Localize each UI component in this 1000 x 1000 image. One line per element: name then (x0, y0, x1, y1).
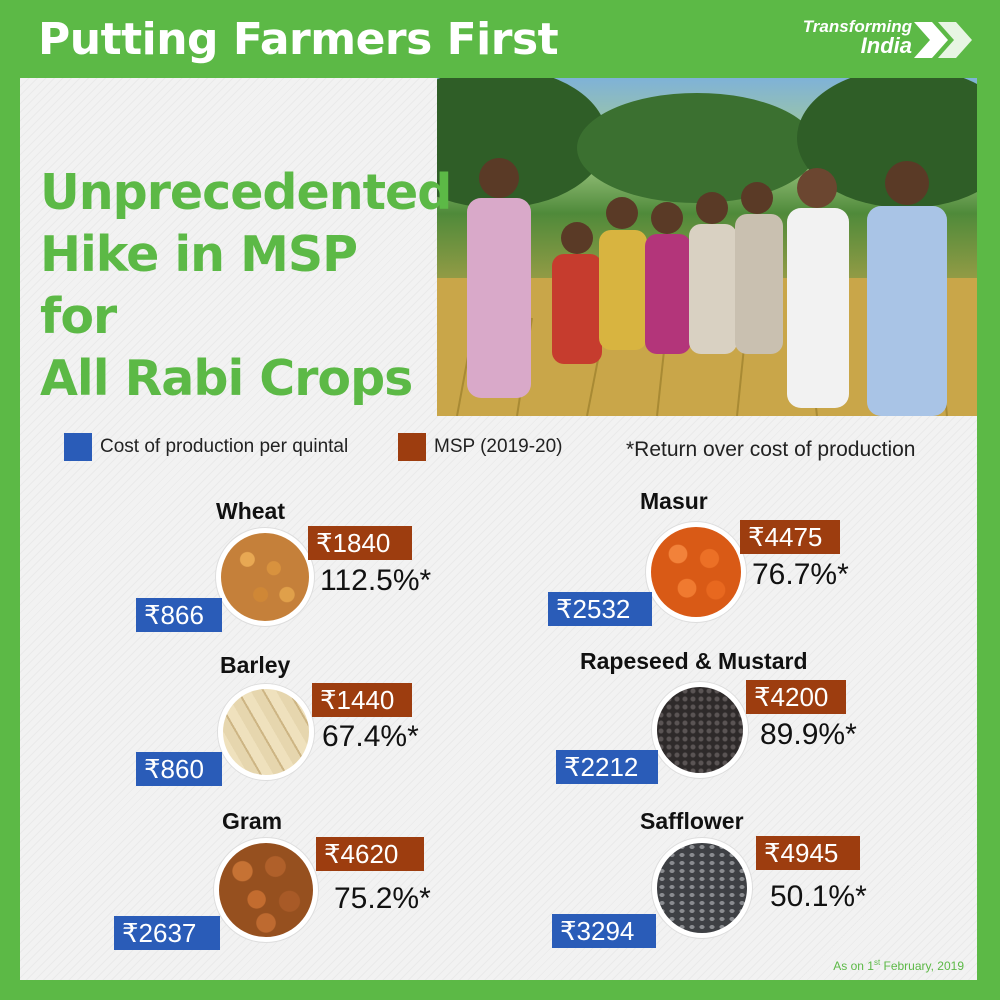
page-title: Putting Farmers First (38, 14, 559, 65)
crop-name-rapeseed-mustard: Rapeseed & Mustard (580, 648, 808, 674)
cost-gram: ₹2637 (114, 916, 220, 950)
mustard-grain-image (652, 682, 748, 778)
return-rapeseed-mustard: 89.9%* (760, 718, 857, 751)
legend-msp: MSP (2019-20) (398, 432, 563, 462)
farmers-photo (437, 78, 977, 416)
headline: Unprecedented Hike in MSP for All Rabi C… (40, 162, 452, 410)
crop-name-masur: Masur (640, 488, 708, 514)
cost-wheat: ₹866 (136, 598, 222, 632)
msp-gram: ₹4620 (316, 837, 424, 871)
date-footnote: As on 1st February, 2019 (833, 958, 964, 973)
msp-wheat: ₹1840 (308, 526, 412, 560)
return-masur: 76.7%* (752, 558, 849, 591)
return-barley: 67.4%* (322, 720, 419, 753)
legend-msp-swatch (398, 433, 426, 461)
legend-cost-swatch (64, 433, 92, 461)
transforming-india-logo: Transforming India (796, 14, 976, 64)
cost-masur: ₹2532 (548, 592, 652, 626)
crop-name-barley: Barley (220, 652, 291, 678)
legend-cost: Cost of production per quintal (64, 432, 348, 462)
crop-name-wheat: Wheat (216, 498, 285, 524)
return-wheat: 112.5%* (320, 564, 432, 597)
legend-msp-label: MSP (2019-20) (434, 436, 563, 457)
footnote-sup: st (873, 958, 881, 967)
headline-line-3: All Rabi Crops (40, 350, 413, 407)
return-safflower: 50.1%* (770, 880, 867, 913)
return-note: *Return over cost of production (626, 438, 916, 461)
msp-rapeseed-mustard: ₹4200 (746, 680, 846, 714)
legend-cost-label: Cost of production per quintal (100, 436, 349, 457)
crop-name-safflower: Safflower (640, 808, 744, 834)
headline-line-1: Unprecedented (40, 164, 452, 221)
safflower-grain-image (652, 838, 752, 938)
headline-line-2: Hike in MSP for (40, 226, 358, 345)
cost-rapeseed-mustard: ₹2212 (556, 750, 658, 784)
return-gram: 75.2%* (334, 882, 431, 915)
footnote-prefix: As on 1 (833, 959, 874, 973)
cost-barley: ₹860 (136, 752, 222, 786)
msp-masur: ₹4475 (740, 520, 840, 554)
msp-barley: ₹1440 (312, 683, 412, 717)
gram-grain-image (214, 838, 318, 942)
brand-line2: India (860, 33, 912, 58)
chevron-arrows-icon (914, 22, 972, 58)
brand-line1: Transforming (802, 17, 912, 36)
crop-name-gram: Gram (222, 808, 283, 834)
cost-safflower: ₹3294 (552, 914, 656, 948)
barley-grain-image (218, 684, 314, 780)
footnote-suffix: February, 2019 (880, 959, 965, 973)
wheat-grain-image (216, 528, 314, 626)
msp-safflower: ₹4945 (756, 836, 860, 870)
masur-grain-image (646, 522, 746, 622)
